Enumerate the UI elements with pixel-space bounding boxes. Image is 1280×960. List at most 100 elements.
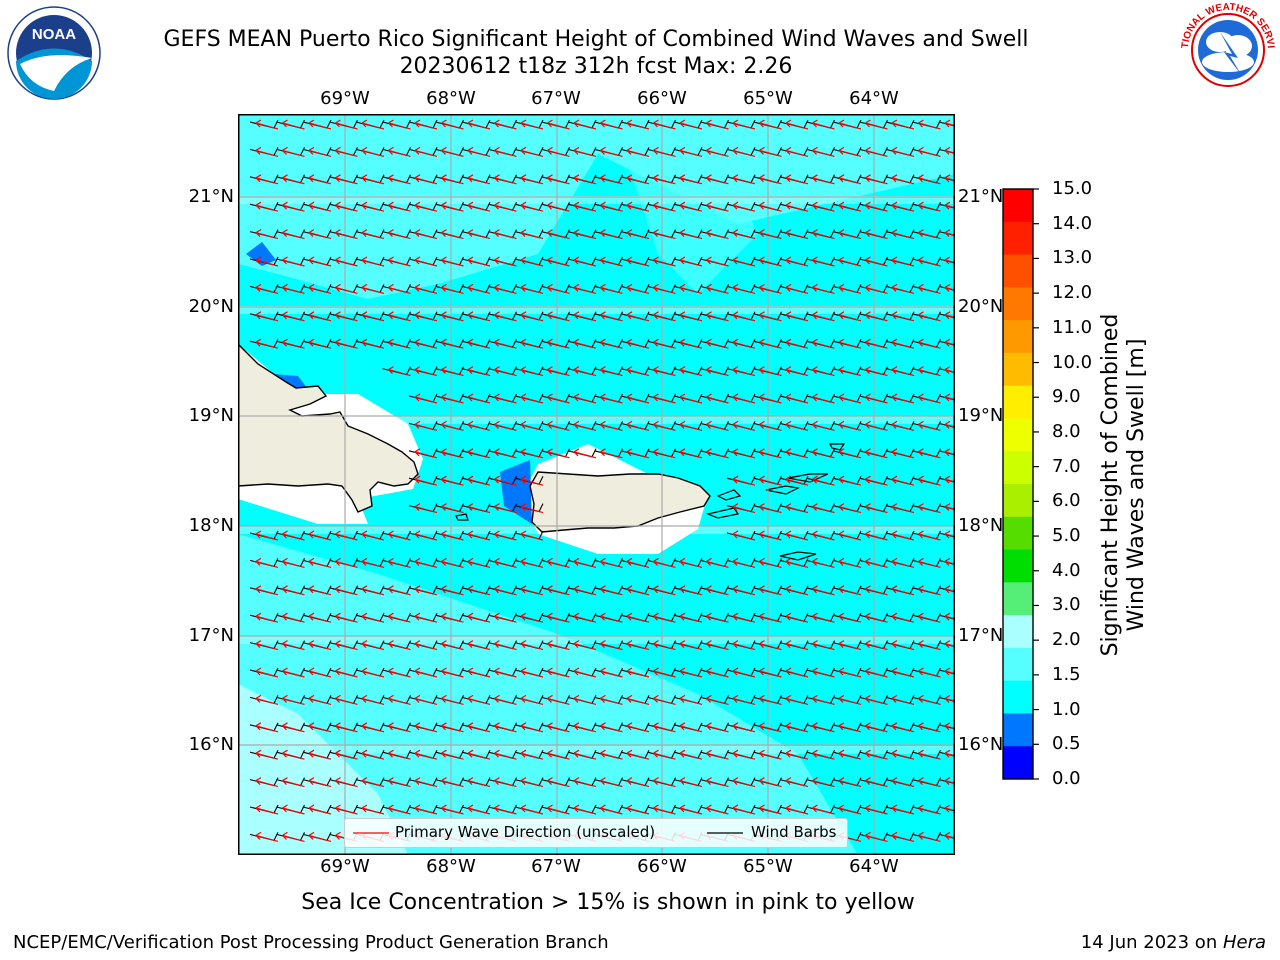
island-outline xyxy=(765,485,800,495)
wave-direction-arrow xyxy=(282,256,305,267)
wave-direction-arrow xyxy=(891,448,915,459)
wave-direction-arrow xyxy=(626,420,650,431)
wave-direction-arrow xyxy=(361,256,385,267)
wave-direction-arrow xyxy=(520,366,544,377)
wave-direction-arrow xyxy=(785,640,809,651)
wave-direction-arrow xyxy=(785,256,809,267)
wave-direction-arrow xyxy=(441,174,464,185)
wave-direction-arrow xyxy=(388,640,411,651)
wave-direction-arrow xyxy=(706,557,729,568)
wave-direction-arrow xyxy=(812,420,835,431)
wave-direction-arrow xyxy=(759,585,782,596)
wave-direction-arrow xyxy=(388,311,411,322)
wave-direction-arrow xyxy=(282,640,305,651)
sea-ice-note: Sea Ice Concentration > 15% is shown in … xyxy=(301,890,915,915)
wave-direction-arrow xyxy=(335,146,358,157)
wave-direction-arrow xyxy=(414,585,438,596)
wave-direction-arrow xyxy=(255,119,279,130)
wave-direction-arrow xyxy=(944,475,955,484)
wave-direction-arrow xyxy=(891,557,915,568)
wave-direction-arrow xyxy=(255,174,279,185)
wave-direction-arrow xyxy=(547,777,570,788)
wave-direction-arrow xyxy=(918,393,941,404)
wave-direction-arrow xyxy=(918,475,941,486)
wave-direction-arrow xyxy=(573,448,597,459)
lat-label-left: 21°N xyxy=(188,186,234,207)
wave-direction-arrow xyxy=(785,503,809,514)
wave-direction-arrow xyxy=(494,722,517,733)
wave-direction-arrow xyxy=(467,530,491,541)
wave-direction-arrow xyxy=(918,201,941,212)
wave-direction-arrow xyxy=(706,229,729,240)
wave-direction-arrow xyxy=(308,804,332,815)
wave-direction-arrow xyxy=(467,256,491,267)
wave-direction-arrow xyxy=(812,256,835,267)
wave-direction-arrow xyxy=(335,229,358,240)
wave-direction-arrow xyxy=(255,283,279,294)
wave-direction-arrow xyxy=(335,722,358,733)
colorbar-tick-label: 6.0 xyxy=(1052,490,1081,512)
wave-direction-arrow xyxy=(679,393,703,404)
wave-direction-arrow xyxy=(918,585,941,596)
wave-direction-arrow xyxy=(573,338,597,349)
lat-label-left: 16°N xyxy=(188,734,234,755)
wave-direction-arrow xyxy=(732,667,756,678)
wave-direction-arrow xyxy=(706,174,729,185)
wave-direction-arrow xyxy=(918,283,941,294)
wave-direction-arrow xyxy=(653,393,676,404)
wave-direction-arrow xyxy=(732,119,756,130)
wave-direction-arrow xyxy=(467,749,491,760)
wave-direction-arrow xyxy=(573,612,597,623)
wave-direction-arrow xyxy=(838,475,862,486)
wave-direction-arrow xyxy=(414,338,438,349)
wave-direction-arrow xyxy=(626,777,650,788)
colorbar-segment xyxy=(1003,484,1033,518)
wave-direction-arrow xyxy=(520,256,544,267)
wave-direction-arrow xyxy=(626,146,650,157)
wave-direction-arrow xyxy=(388,338,411,349)
wave-direction-arrow xyxy=(308,585,332,596)
wave-direction-arrow xyxy=(547,393,570,404)
wave-direction-arrow xyxy=(679,146,703,157)
wave-direction-arrow xyxy=(308,530,332,541)
lat-label-right: 20°N xyxy=(958,296,1004,317)
wave-direction-arrow xyxy=(679,640,703,651)
wave-direction-arrow xyxy=(759,640,782,651)
wave-direction-arrow xyxy=(388,174,411,185)
contour-2.0-3.0-ne xyxy=(618,134,758,294)
wave-direction-arrow xyxy=(706,585,729,596)
wave-direction-arrow xyxy=(626,119,650,130)
wave-direction-arrow xyxy=(759,393,782,404)
wave-direction-arrow xyxy=(759,366,782,377)
wave-direction-arrow xyxy=(494,777,517,788)
wave-direction-arrow xyxy=(520,640,544,651)
wave-direction-arrow xyxy=(282,831,305,842)
wave-direction-arrow xyxy=(679,311,703,322)
wave-direction-arrow xyxy=(679,338,703,349)
wave-direction-arrow xyxy=(706,201,729,212)
wave-direction-arrow xyxy=(255,694,279,705)
wave-direction-arrow xyxy=(361,119,385,130)
wave-direction-arrow xyxy=(865,640,888,651)
wave-direction-arrow xyxy=(944,557,955,566)
wave-direction-arrow xyxy=(838,557,862,568)
wave-direction-arrow xyxy=(282,530,305,541)
wave-direction-arrow xyxy=(520,146,544,157)
wave-direction-arrow xyxy=(838,804,862,815)
wave-direction-arrow xyxy=(255,612,279,623)
wave-direction-arrow xyxy=(414,612,438,623)
wave-direction-arrow xyxy=(732,503,756,514)
wave-direction-arrow xyxy=(865,777,888,788)
wave-direction-arrow xyxy=(706,640,729,651)
wave-direction-arrow xyxy=(361,146,385,157)
wave-direction-arrow xyxy=(547,640,570,651)
wave-direction-arrow xyxy=(467,311,491,322)
wave-direction-arrow xyxy=(785,694,809,705)
wave-direction-arrow xyxy=(918,119,941,130)
wave-direction-arrow xyxy=(653,448,676,459)
wave-direction-arrow xyxy=(944,119,955,128)
wave-direction-arrow xyxy=(759,338,782,349)
wave-direction-arrow xyxy=(918,256,941,267)
wave-direction-arrow xyxy=(441,640,464,651)
wave-direction-arrow xyxy=(388,366,411,377)
